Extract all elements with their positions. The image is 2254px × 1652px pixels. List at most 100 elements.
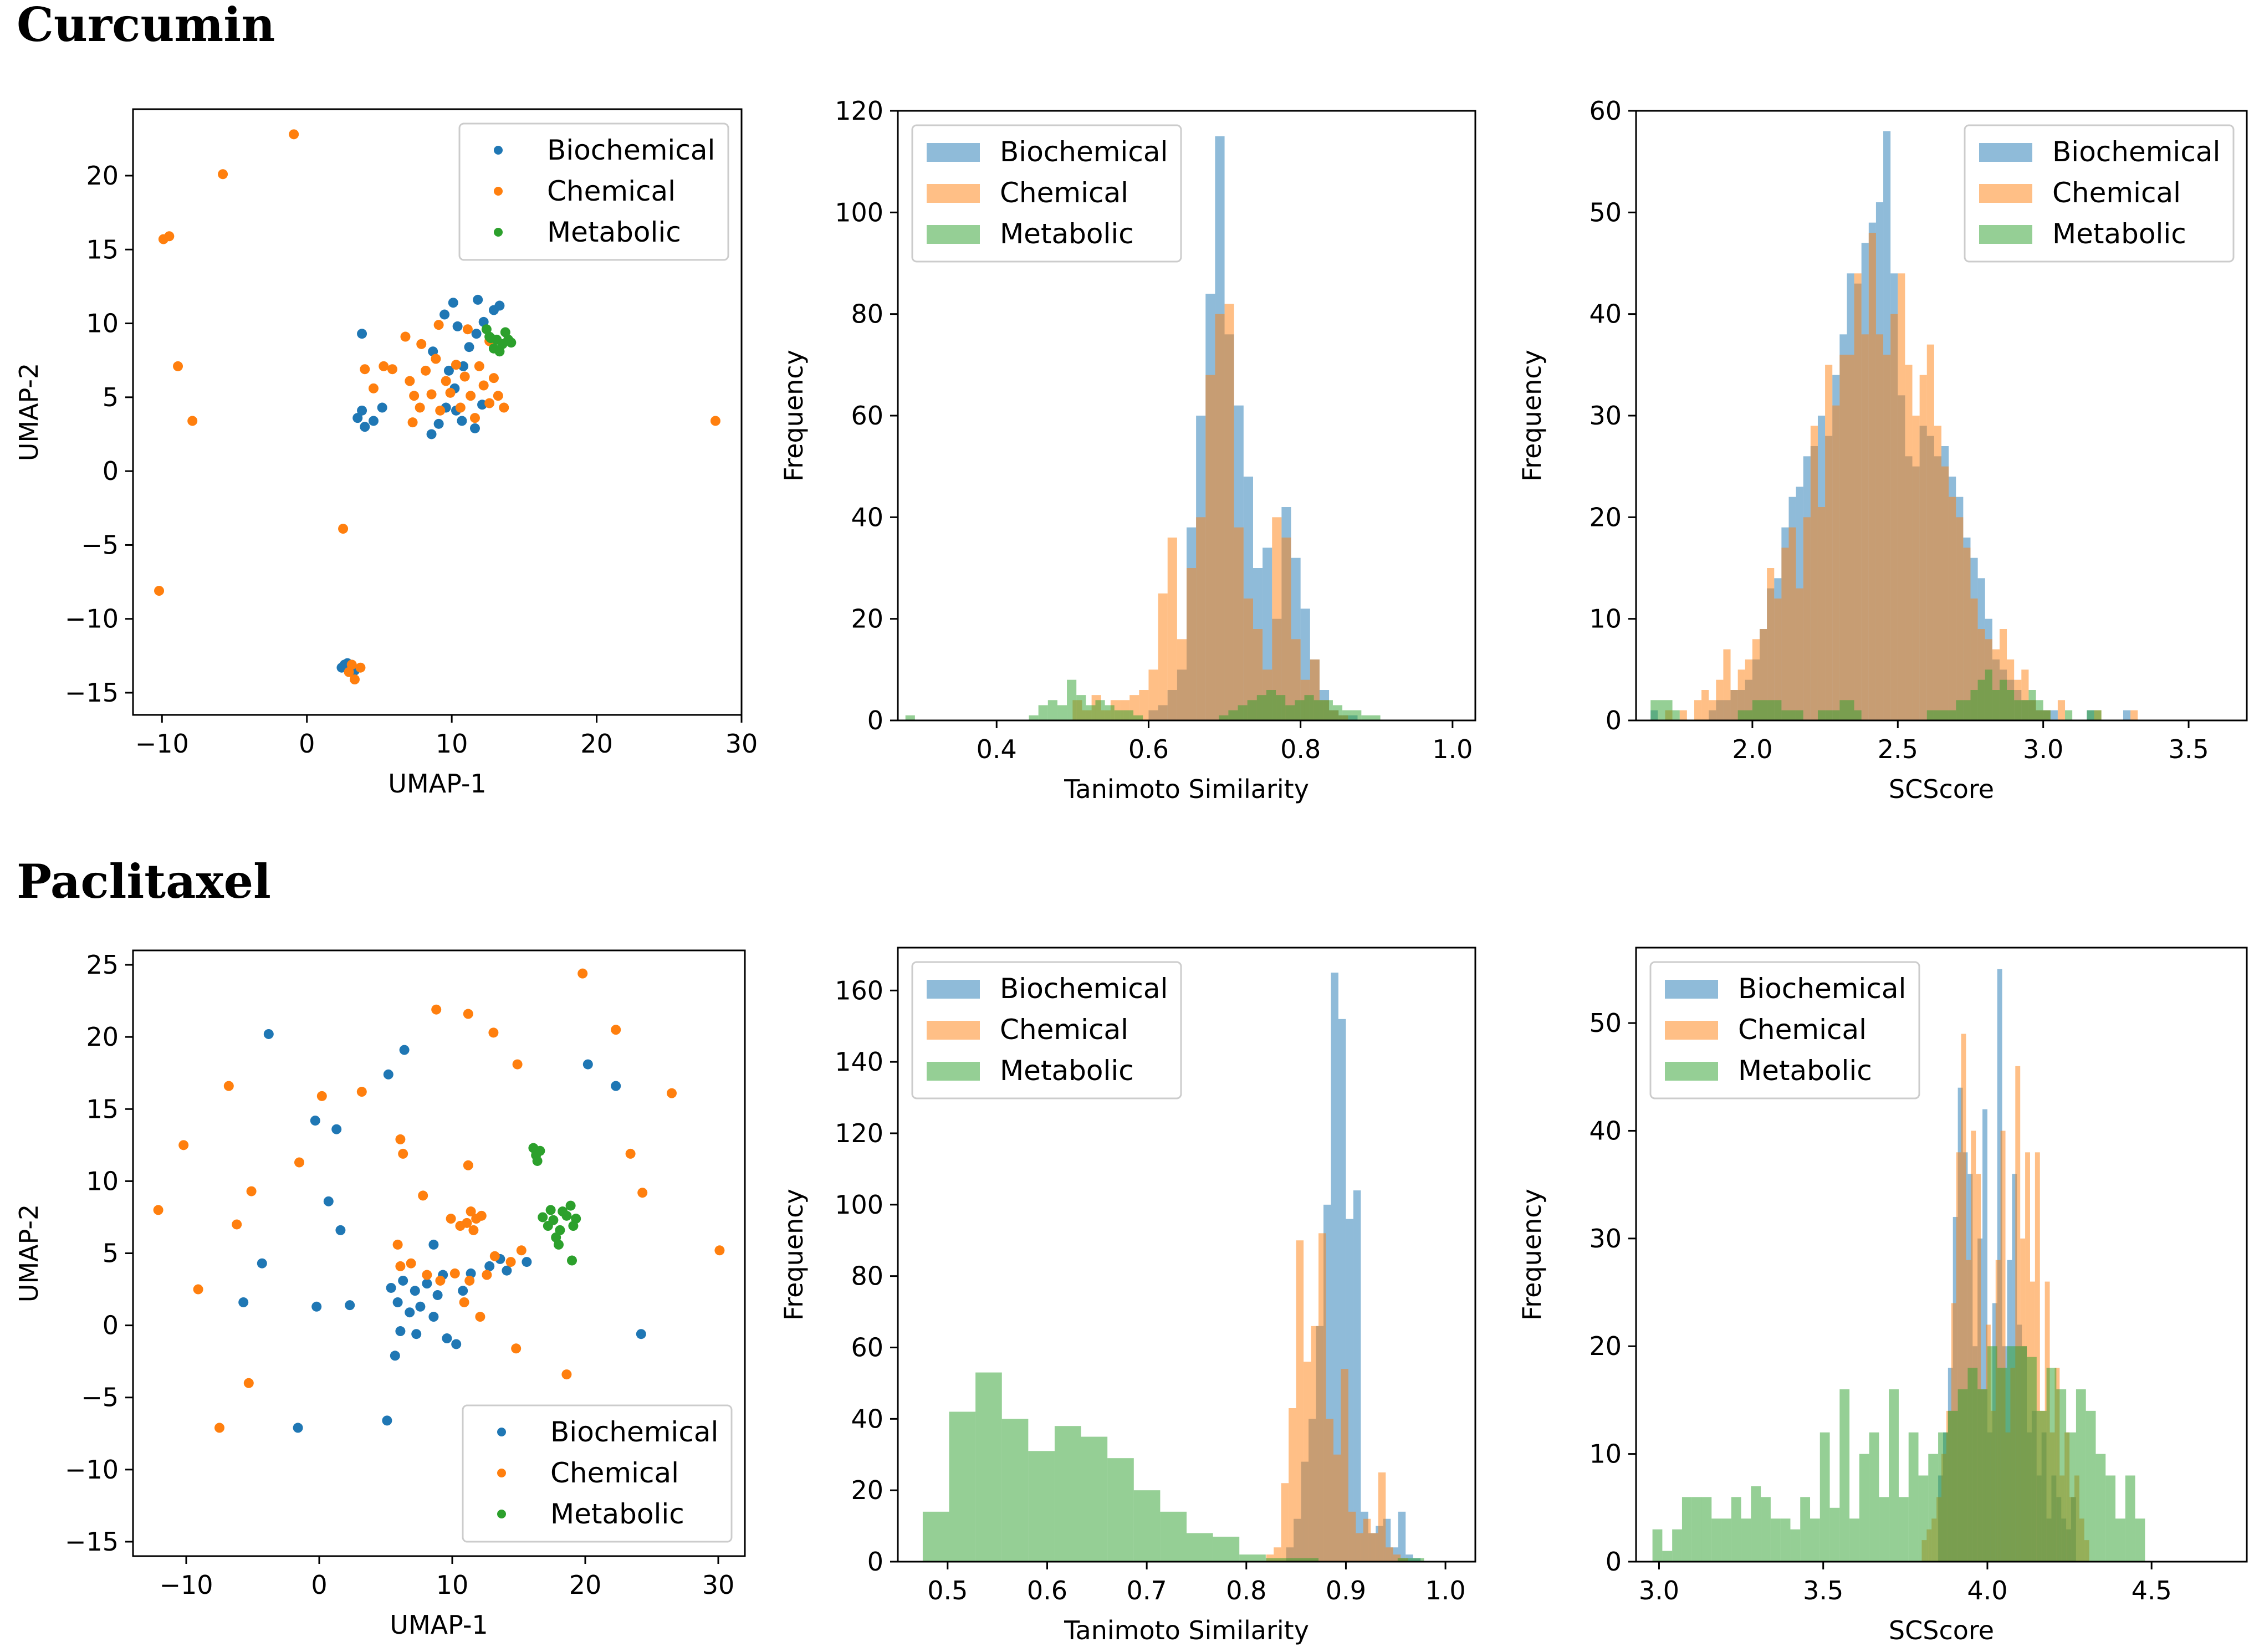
scatter-point-biochemical — [386, 1282, 396, 1293]
x-tick-label: 4.0 — [1967, 1576, 2007, 1605]
scatter-point-chemical — [577, 968, 588, 979]
scatter-point-biochemical — [428, 1239, 439, 1250]
legend-label-metabolic: Metabolic — [547, 216, 681, 248]
histogram-bar-chemical — [1919, 375, 1927, 720]
y-axis-label: Frequency — [779, 1189, 809, 1321]
legend: Biochemical Chemical Metabolic — [911, 961, 1182, 1099]
legend-swatch-biochemical — [1979, 143, 2032, 162]
legend-marker-metabolic — [494, 228, 503, 237]
histogram-bar-metabolic — [1745, 710, 1752, 720]
histogram-bar-chemical — [1737, 669, 1745, 720]
scatter-point-chemical — [451, 360, 461, 370]
histogram-bar-metabolic — [2095, 1454, 2106, 1562]
series-metabolic — [922, 1372, 1424, 1562]
histogram-bar-metabolic — [1908, 1432, 1919, 1562]
histogram-bar-metabolic — [1332, 705, 1343, 720]
histogram-bar-metabolic — [2094, 710, 2102, 720]
histogram-bar-chemical — [1767, 568, 1775, 720]
histogram-bar-chemical — [1868, 233, 1876, 720]
histogram-bar-metabolic — [1285, 705, 1295, 720]
histogram-bar-metabolic — [1796, 710, 1803, 720]
series-metabolic — [1652, 1346, 2145, 1562]
y-axis-label: Frequency — [1517, 350, 1547, 482]
histogram-bar-chemical — [1861, 334, 1869, 720]
y-tick-label: 20 — [86, 1022, 119, 1052]
scatter-point-chemical — [455, 1221, 466, 1231]
histogram-bar-chemical — [1234, 527, 1244, 720]
y-tick-label: 30 — [1589, 401, 1622, 431]
histogram-bar-chemical — [1304, 1362, 1311, 1562]
x-axis-label: SCScore — [1889, 1615, 1994, 1645]
y-tick-label: −10 — [65, 604, 119, 634]
histogram-bar-chemical — [1196, 517, 1206, 720]
histogram-bar-metabolic — [1977, 679, 1985, 720]
legend-label-metabolic: Metabolic — [1000, 218, 1134, 250]
histogram-bar-metabolic — [2105, 1475, 2116, 1562]
scatter-point-biochemical — [494, 300, 505, 311]
histogram-bar-chemical — [1205, 375, 1215, 720]
histogram-bar-chemical — [1716, 679, 1724, 720]
histogram-bar-metabolic — [1767, 700, 1775, 720]
histogram-bar-chemical — [1378, 1472, 1386, 1562]
histogram-bar-metabolic — [1819, 1432, 1830, 1562]
legend-marker-biochemical — [494, 146, 503, 155]
scatter-point-chemical — [459, 1297, 469, 1307]
legend: Biochemical Chemical Metabolic — [1964, 124, 2235, 263]
histogram-bar-chemical — [1905, 365, 1913, 720]
scatter-point-biochemical — [471, 329, 482, 339]
histogram-bar-biochemical — [1353, 1190, 1361, 1562]
scatter-point-metabolic — [500, 327, 510, 337]
scatter-point-chemical — [349, 674, 360, 685]
histogram-bar-metabolic — [1133, 1490, 1161, 1562]
y-tick-label: 80 — [851, 1261, 883, 1291]
scatter-point-biochemical — [411, 1329, 422, 1339]
histogram-bar-chemical — [1341, 1369, 1348, 1562]
scatter-point-biochemical — [345, 1300, 355, 1311]
histogram-bar-metabolic — [1737, 710, 1745, 720]
histogram-bar-metabolic — [1948, 1410, 1958, 1562]
scatter-point-biochemical — [368, 416, 379, 426]
histogram-bar-chemical — [1371, 1533, 1378, 1562]
histogram-bar-metabolic — [2046, 1368, 2057, 1562]
y-tick-label: 160 — [835, 975, 883, 1005]
histogram-bar-metabolic — [1107, 1458, 1134, 1562]
y-tick-label: 0 — [103, 456, 119, 486]
scatter-point-chemical — [338, 524, 349, 534]
legend-swatch-biochemical — [927, 143, 980, 162]
legend-label-biochemical: Biochemical — [547, 134, 715, 166]
histogram-bar-metabolic — [1941, 710, 1949, 720]
y-tick-label: 50 — [1589, 197, 1622, 227]
histogram-bar-chemical — [1839, 355, 1847, 720]
scatter-point-chemical — [710, 416, 720, 426]
x-tick-label: 0.8 — [1226, 1576, 1266, 1605]
scatter-point-chemical — [462, 324, 473, 335]
histogram-bar-chemical — [1289, 1408, 1296, 1562]
scatter-point-biochemical — [360, 422, 370, 432]
scatter-point-chemical — [173, 361, 183, 371]
histogram-bar-chemical — [1139, 690, 1149, 720]
y-tick-label: −5 — [81, 530, 119, 560]
scatter-point-chemical — [154, 586, 165, 596]
histogram-bar-metabolic — [1038, 705, 1048, 720]
histogram-bar-metabolic — [1266, 690, 1276, 720]
histogram-bar-metabolic — [1228, 710, 1238, 720]
histogram-bar-metabolic — [1752, 700, 1760, 720]
histogram-bar-metabolic — [1081, 1436, 1108, 1562]
histogram-bar-metabolic — [1832, 710, 1840, 720]
y-tick-label: 40 — [851, 502, 883, 532]
histogram-bar-metabolic — [1672, 710, 1680, 720]
scatter-point-chemical — [400, 331, 411, 342]
histogram-bar-metabolic — [1652, 1529, 1663, 1562]
series-metabolic — [1650, 669, 2102, 720]
chart-curcumin-tanimoto: 0.4 0.6 0.8 1.0 0 20 40 60 80 100 120 Tanimoto Simi… — [779, 96, 1476, 804]
histogram-bar-chemical — [1730, 690, 1738, 720]
histogram-bar-metabolic — [2014, 700, 2022, 720]
histogram-bar-chemical — [1817, 507, 1826, 720]
histogram-bar-chemical — [1745, 659, 1752, 720]
legend-label-chemical: Chemical — [1738, 1014, 1867, 1046]
scatter-point-chemical — [474, 361, 484, 371]
histogram-bar-metabolic — [1934, 710, 1941, 720]
histogram-bar-chemical — [1348, 1511, 1356, 1562]
histogram-bar-metabolic — [1810, 1518, 1820, 1562]
histogram-bar-chemical — [1363, 1518, 1371, 1562]
